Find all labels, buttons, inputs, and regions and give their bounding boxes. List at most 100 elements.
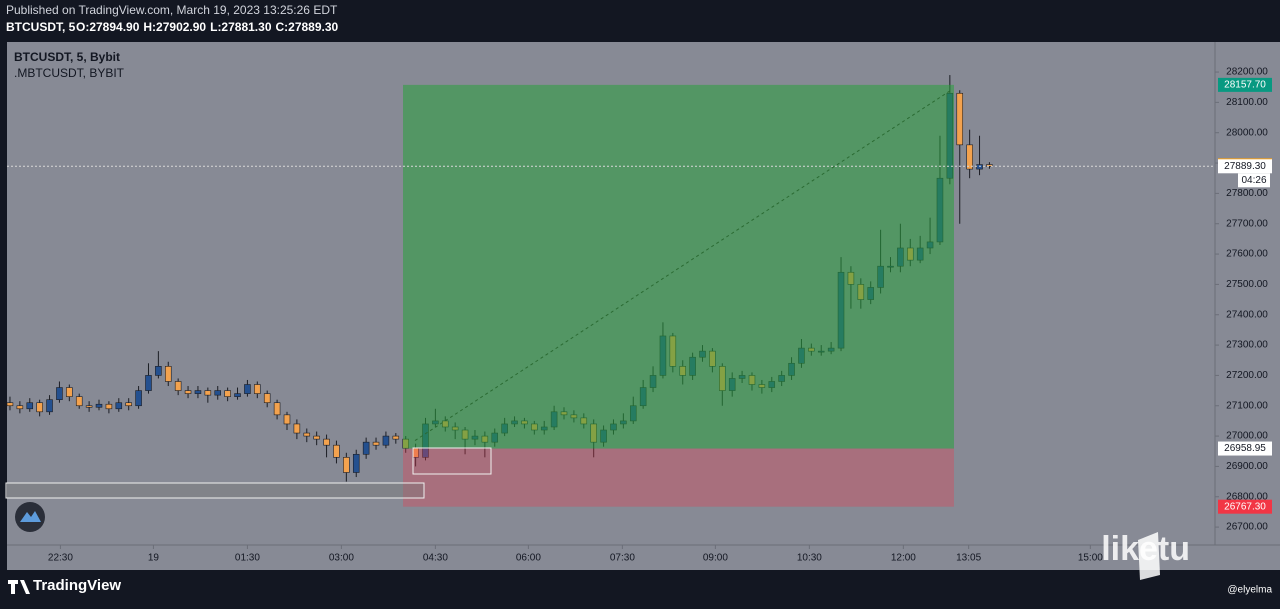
candle-body [46, 399, 53, 413]
countdown-box [1238, 173, 1270, 188]
countdown: 04:26 [1241, 175, 1266, 186]
candle-body [343, 457, 350, 473]
candle-body [145, 375, 152, 391]
candle-body [204, 390, 212, 396]
price-label-box [1218, 77, 1272, 92]
author: @elyelma [1227, 585, 1272, 596]
candle-body [194, 390, 202, 394]
candle-body [313, 435, 320, 440]
candle-body [254, 384, 261, 394]
loss-zone [403, 448, 954, 507]
brand-icon [8, 580, 30, 594]
candle-body [105, 403, 113, 410]
price-label-box [1218, 441, 1272, 456]
y-tick-label: 27200.00 [1226, 370, 1268, 381]
x-tick-label: 15:00 [1078, 553, 1103, 564]
logo-icon [20, 511, 41, 522]
symbol: BTCUSDT, 5 [6, 20, 76, 34]
published-text: Published on TradingView.com, March 19, … [6, 3, 338, 17]
price-label: 27889.30 [1224, 161, 1266, 172]
candle-body [966, 144, 973, 170]
x-tick-label: 04:30 [423, 553, 448, 564]
candle-body [976, 164, 983, 170]
price-label: 26767.30 [1224, 501, 1266, 512]
candle-body [323, 438, 330, 446]
candle-body [155, 366, 162, 376]
x-tick-label: 22:30 [48, 553, 73, 564]
candle-body [244, 384, 251, 394]
price-label-box [1218, 159, 1272, 174]
y-tick-label: 28200.00 [1226, 67, 1268, 78]
candle-body [56, 387, 63, 400]
candle-body [6, 402, 14, 407]
candle-body [26, 402, 34, 410]
candle-body [956, 92, 964, 146]
ohlc-value: L:27881.30 [210, 20, 272, 34]
profit-zone [403, 84, 954, 449]
y-tick-label: 27500.00 [1226, 279, 1268, 290]
candle-body [986, 164, 993, 167]
y-tick-label: 26800.00 [1226, 491, 1268, 502]
ohlc-values: O:27894.90 H:27902.90 L:27881.30 C:27889.30 [76, 20, 339, 34]
x-tick-label: 07:30 [610, 553, 635, 564]
x-tick-label: 01:30 [235, 553, 260, 564]
candle-body [303, 432, 311, 437]
candle-body [135, 390, 142, 407]
y-tick-label: 26700.00 [1226, 522, 1268, 533]
y-tick-label: 28100.00 [1226, 97, 1268, 108]
candle-body [115, 402, 123, 410]
candle-body [372, 441, 380, 446]
plot [5, 75, 1215, 507]
candle-body [75, 396, 83, 407]
candle-body [174, 381, 182, 391]
y-tick-label: 27700.00 [1226, 218, 1268, 229]
chart-subtitle: .MBTCUSDT, BYBIT [14, 66, 125, 80]
y-tick-label: 27600.00 [1226, 249, 1268, 260]
candle-body [125, 402, 132, 407]
candle-body [224, 390, 231, 397]
x-tick-label: 13:05 [956, 553, 981, 564]
candle-body [234, 393, 241, 397]
y-tick-label: 27300.00 [1226, 340, 1268, 351]
candle-body [362, 441, 370, 455]
y-tick-label: 27000.00 [1226, 431, 1268, 442]
x-tick-label: 12:00 [891, 553, 916, 564]
y-tick-label: 27800.00 [1226, 188, 1268, 199]
candle-body [214, 390, 222, 396]
ohlc-value: O:27894.90 [76, 20, 140, 34]
price-label-box [1218, 499, 1272, 514]
candle-body [66, 387, 73, 397]
y-tick-label: 27400.00 [1226, 309, 1268, 320]
candle-body [184, 390, 192, 394]
x-tick-label: 19 [148, 553, 160, 564]
candle-body [85, 405, 93, 408]
candle-body [352, 453, 360, 473]
price-label: 26958.95 [1224, 443, 1266, 454]
y-tick-label: 28000.00 [1226, 127, 1268, 138]
candle-body [95, 403, 103, 408]
candle-body [333, 444, 340, 458]
candle-body [293, 423, 301, 434]
ohlc-value: H:27902.90 [143, 20, 206, 34]
candle-body [273, 402, 281, 416]
chart-title: BTCUSDT, 5, Bybit [14, 50, 120, 64]
y-tick-label: 26900.00 [1226, 461, 1268, 472]
candle-body [283, 414, 291, 425]
range-box [412, 447, 492, 475]
watermark-icon [1138, 532, 1160, 580]
ohlc-value: C:27889.30 [276, 20, 339, 34]
candle-body [16, 405, 24, 410]
brand: TradingView [33, 577, 121, 594]
candle-body [263, 393, 271, 404]
y-tick-label: 27100.00 [1226, 400, 1268, 411]
candle-body [382, 435, 390, 446]
x-tick-label: 10:30 [797, 553, 822, 564]
position-path [414, 90, 951, 441]
x-tick-label: 03:00 [329, 553, 354, 564]
candle-body [36, 402, 43, 413]
price-label: 28157.70 [1224, 80, 1266, 91]
x-tick-label: 09:00 [703, 553, 728, 564]
candle-body [164, 366, 172, 382]
